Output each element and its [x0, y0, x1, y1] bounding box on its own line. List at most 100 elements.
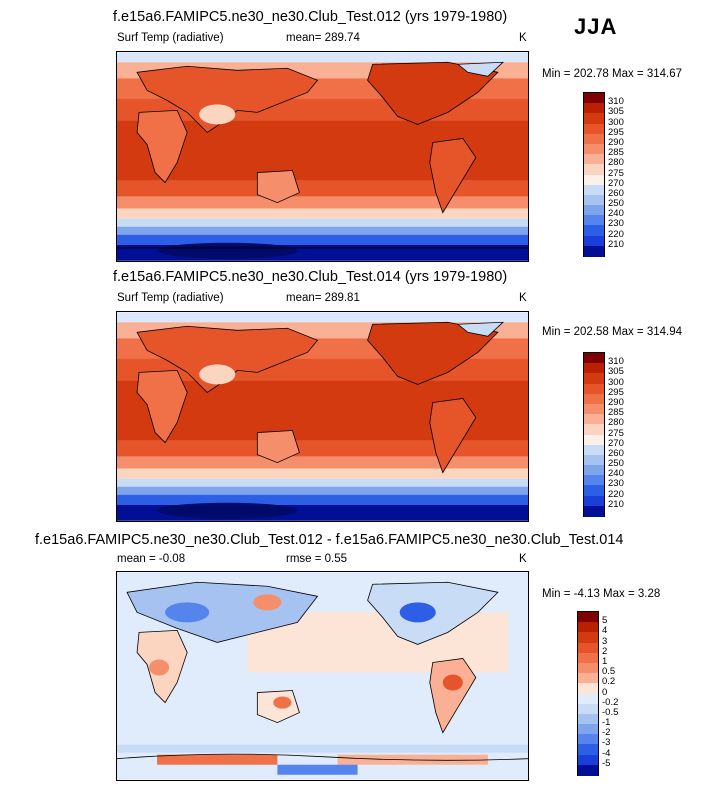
colorbar-swatch [578, 622, 598, 633]
colorbar-tick-label: 230 [608, 478, 624, 490]
colorbar-swatch [584, 154, 604, 165]
panel-2-map [116, 311, 529, 522]
colorbar-swatch [578, 673, 598, 684]
colorbar-swatch [584, 143, 604, 155]
colorbar-tick-label: 295 [608, 126, 624, 138]
colorbar-tick-label: -5 [602, 757, 611, 769]
colorbar-swatch [584, 495, 604, 507]
colorbar-tick-label: 280 [608, 157, 624, 169]
colorbar-swatch [578, 724, 598, 735]
panel-1-variable-label: Surf Temp (radiative) [117, 32, 224, 44]
panel-2-units-label: K [519, 292, 527, 304]
colorbar-tick-label: 3 [602, 635, 608, 647]
colorbar-tick-label: 300 [608, 376, 624, 388]
colorbar-swatch [584, 465, 604, 476]
colorbar-tick-label: 2 [602, 645, 608, 657]
colorbar-swatch [584, 353, 604, 364]
colorbar-tick-label: 0.5 [602, 666, 616, 678]
colorbar-swatch [584, 205, 604, 216]
colorbar-tick-label: 260 [608, 447, 624, 459]
colorbar-tick-label: 305 [608, 366, 624, 378]
panel-1-colorbar-ticks: 310 305 300 295 290 285 280 275 270 260 250 240 230 2… [608, 92, 648, 255]
panel-1-title: f.e15a6.FAMIPC5.ne30_ne30.Club_Test.012 … [113, 9, 508, 25]
colorbar-tick-label: 310 [608, 356, 624, 368]
colorbar-tick-label: 0.2 [602, 676, 616, 688]
colorbar-tick-label: 5 [602, 615, 608, 627]
colorbar-swatch [578, 662, 598, 674]
colorbar-swatch [584, 215, 604, 226]
colorbar-swatch [578, 754, 598, 766]
panel-1-mean-label: mean= 289.74 [286, 32, 360, 44]
colorbar-swatch [584, 414, 604, 425]
panel-3-minmax-label: Min = -4.13 Max = 3.28 [542, 588, 661, 600]
colorbar-swatch [584, 235, 604, 247]
panel-2-minmax-label: Min = 202.58 Max = 314.94 [542, 326, 683, 338]
colorbar-swatch [578, 693, 598, 705]
colorbar-swatch [584, 393, 604, 405]
colorbar-tick-label: 240 [608, 468, 624, 480]
colorbar-swatch [578, 612, 598, 623]
colorbar-swatch [584, 475, 604, 486]
colorbar-swatch [584, 434, 604, 446]
colorbar-swatch [584, 103, 604, 114]
colorbar-swatch [584, 454, 604, 466]
colorbar-swatch [584, 164, 604, 175]
colorbar-swatch [578, 642, 598, 654]
colorbar-tick-label: 260 [608, 187, 624, 199]
colorbar-tick-label: 290 [608, 136, 624, 148]
colorbar-tick-label: -4 [602, 747, 611, 759]
colorbar-tick-label: 305 [608, 106, 624, 118]
colorbar-swatch [584, 194, 604, 206]
panel-2-title: f.e15a6.FAMIPC5.ne30_ne30.Club_Test.014 … [113, 269, 508, 285]
panel-2-colorbar-ticks: 310 305 300 295 290 285 280 275 270 260 250 240 230 2… [608, 352, 648, 515]
colorbar-tick-label: 295 [608, 386, 624, 398]
colorbar-swatch [584, 485, 604, 497]
colorbar-tick-label: 270 [608, 177, 624, 189]
colorbar-tick-label: 290 [608, 396, 624, 408]
panel-2-mean-label: mean= 289.81 [286, 292, 360, 304]
panel-3-units-label: K [519, 553, 527, 565]
colorbar-tick-label: 250 [608, 458, 624, 470]
colorbar-swatch [584, 174, 604, 186]
panel-1-colorbar [583, 92, 605, 257]
colorbar-swatch [584, 444, 604, 456]
colorbar-tick-label: 210 [608, 498, 624, 510]
colorbar-tick-label: 210 [608, 238, 624, 250]
panel-1-minmax-label: Min = 202.78 Max = 314.67 [542, 68, 683, 80]
colorbar-tick-label: 310 [608, 96, 624, 108]
colorbar-tick-label: -1 [602, 717, 611, 729]
season-label: JJA [574, 14, 618, 39]
colorbar-swatch [578, 683, 598, 694]
colorbar-tick-label: 285 [608, 147, 624, 159]
colorbar-swatch [578, 703, 598, 715]
colorbar-tick-label: -3 [602, 737, 611, 749]
colorbar-tick-label: 230 [608, 218, 624, 230]
colorbar-tick-label: 275 [608, 427, 624, 439]
colorbar-tick-label: 275 [608, 167, 624, 179]
colorbar-swatch [584, 383, 604, 395]
colorbar-tick-label: 220 [608, 228, 624, 240]
panel-3-rmse-label: rmse = 0.55 [286, 553, 348, 565]
colorbar-swatch [578, 764, 598, 776]
colorbar-tick-label: 1 [602, 655, 608, 667]
colorbar-swatch [584, 505, 604, 517]
panel-3-colorbar [577, 611, 599, 776]
colorbar-swatch [584, 113, 604, 125]
colorbar-tick-label: -2 [602, 727, 611, 739]
colorbar-swatch [584, 403, 604, 415]
panel-1-units-label: K [519, 32, 527, 44]
colorbar-tick-label: 4 [602, 625, 608, 637]
colorbar-tick-label: 300 [608, 116, 624, 128]
colorbar-swatch [584, 123, 604, 135]
colorbar-tick-label: 250 [608, 198, 624, 210]
panel-2-variable-label: Surf Temp (radiative) [117, 292, 224, 304]
colorbar-tick-label: 220 [608, 488, 624, 500]
panel-2-colorbar [583, 352, 605, 517]
colorbar-swatch [584, 225, 604, 237]
colorbar-swatch [584, 373, 604, 385]
colorbar-tick-label: 0 [602, 686, 608, 698]
colorbar-swatch [578, 652, 598, 664]
colorbar-swatch [584, 424, 604, 435]
colorbar-swatch [578, 632, 598, 644]
panel-3-mean-label: mean = -0.08 [117, 553, 186, 565]
